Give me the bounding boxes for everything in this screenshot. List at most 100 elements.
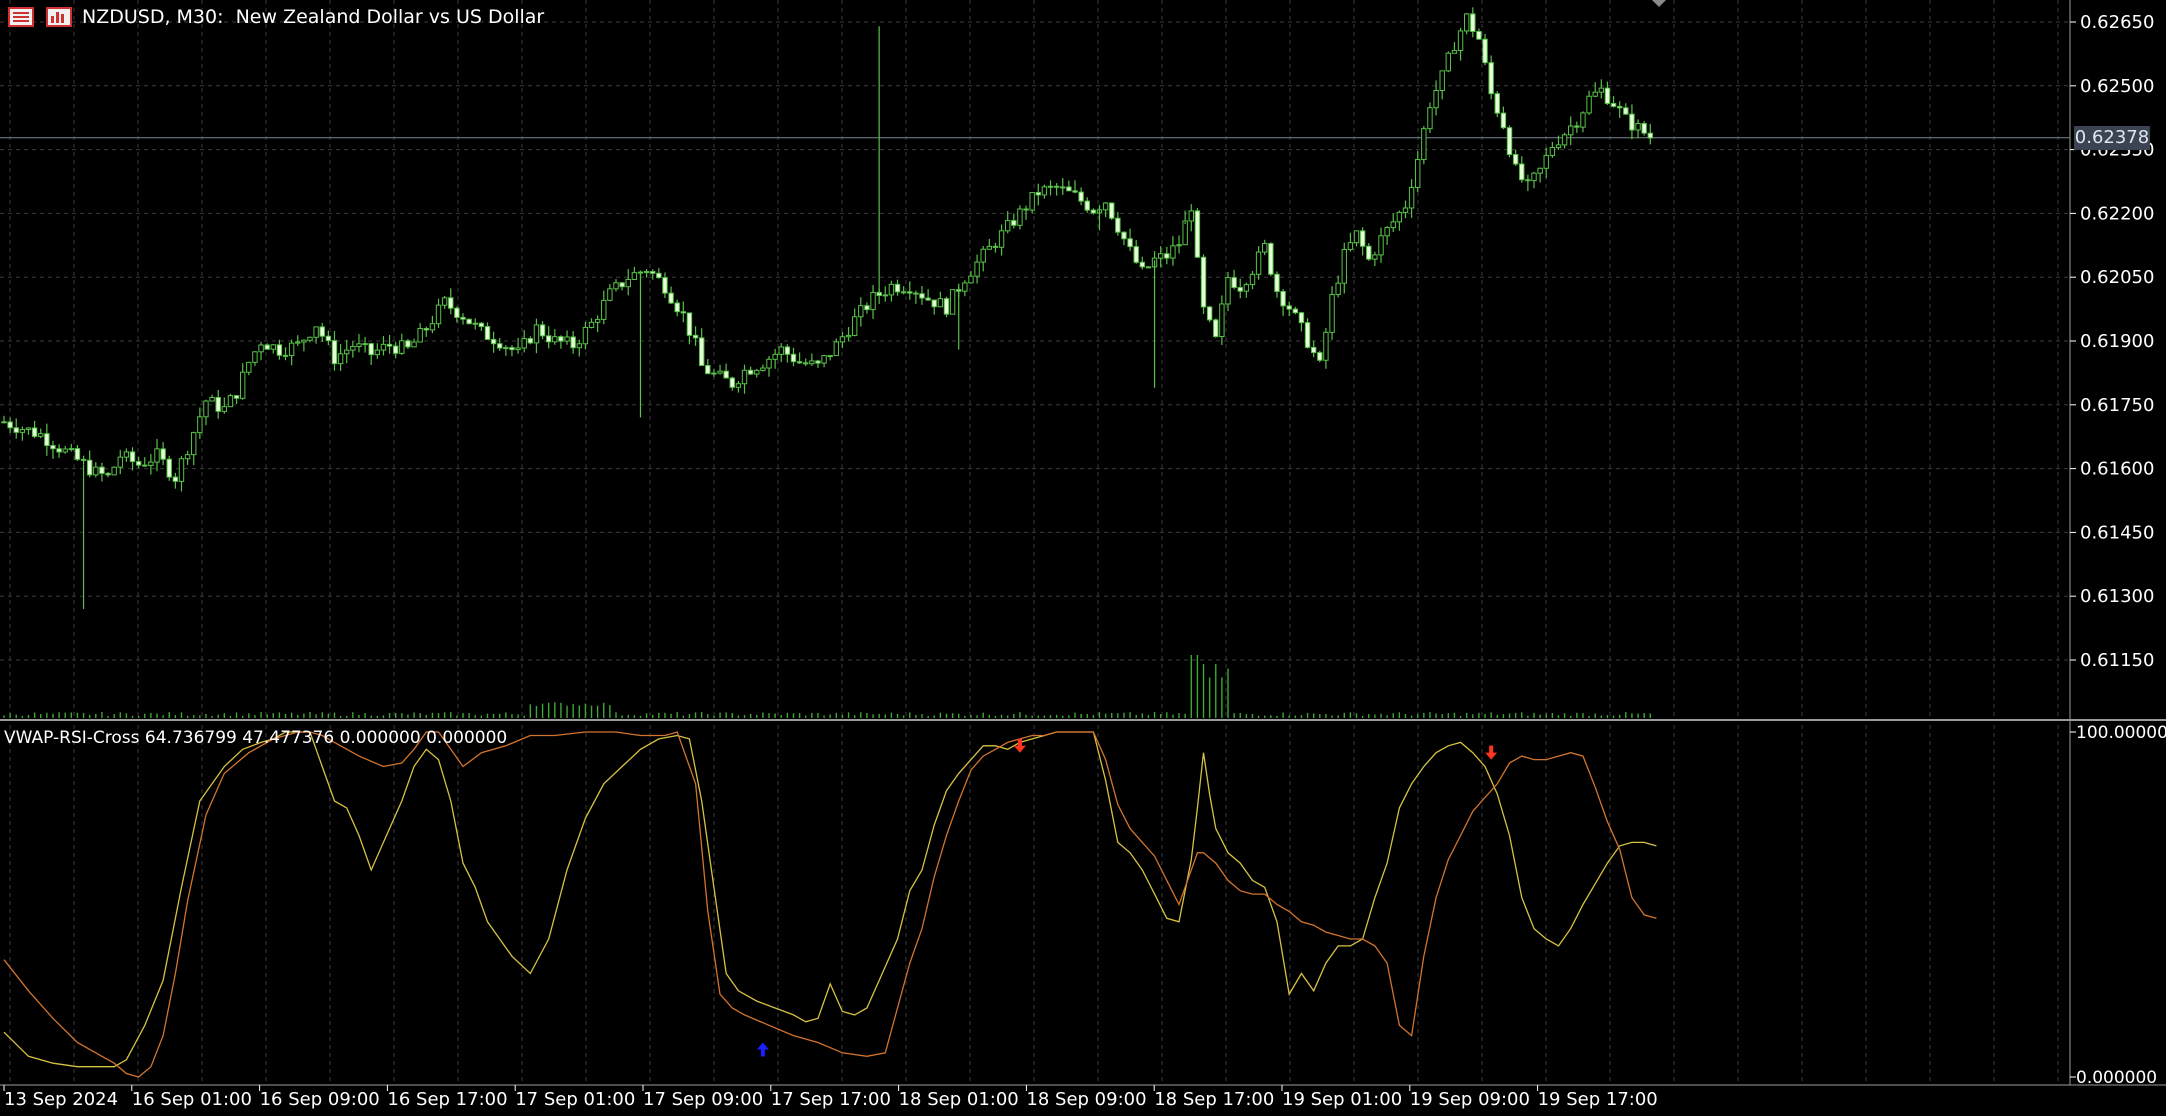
- candle-body: [650, 271, 656, 274]
- candle-body: [74, 448, 81, 460]
- candle-body: [1451, 49, 1458, 54]
- candle-body: [1482, 38, 1488, 64]
- candle-body: [533, 324, 540, 344]
- symbol-menu-icon[interactable]: [8, 7, 34, 27]
- candle-body: [50, 445, 56, 450]
- candle-body: [992, 245, 999, 248]
- candle-body: [790, 353, 797, 363]
- candle-body: [1525, 179, 1531, 182]
- candle-body: [368, 343, 374, 356]
- candle-body: [1047, 185, 1054, 188]
- price-tick-label: 0.61450: [2080, 522, 2154, 543]
- candle-body: [386, 343, 393, 347]
- candle-body: [1463, 13, 1470, 32]
- candle-body: [772, 353, 778, 360]
- candle-body: [778, 346, 784, 355]
- candle-body: [900, 291, 907, 294]
- candle-body: [821, 355, 827, 364]
- candle-body: [1060, 186, 1066, 189]
- candle-body: [490, 338, 497, 345]
- candle-body: [1286, 305, 1292, 310]
- candle-body: [711, 372, 717, 375]
- candle-body: [1029, 192, 1035, 211]
- candle-body: [105, 472, 111, 476]
- candle-body: [1549, 147, 1556, 156]
- candle-body: [1176, 244, 1182, 247]
- candle-body: [1347, 242, 1354, 251]
- candle-body: [1531, 172, 1537, 182]
- candle-body: [1457, 30, 1464, 51]
- time-tick-label: 17 Sep 17:00: [771, 1089, 891, 1110]
- candle-body: [1194, 210, 1201, 258]
- candle-body: [1078, 191, 1084, 202]
- candle-body: [154, 448, 160, 463]
- candle-body: [1231, 277, 1237, 288]
- candle-body: [1421, 128, 1427, 161]
- candle-body: [1641, 123, 1647, 134]
- candle-body: [325, 335, 332, 342]
- candle-body: [894, 283, 901, 293]
- candle-body: [1359, 230, 1366, 247]
- candle-body: [56, 448, 62, 453]
- candle-body: [1494, 93, 1500, 114]
- slow-line: [3, 731, 1657, 1078]
- candle-body: [1004, 220, 1011, 232]
- candle-body: [1225, 277, 1231, 305]
- candle-body: [680, 311, 687, 314]
- time-tick-label: 19 Sep 01:00: [1282, 1089, 1402, 1110]
- chart-title: NZDUSD, M30: New Zealand Dollar vs US Do…: [82, 6, 545, 28]
- timeframe-menu-icon[interactable]: [46, 7, 72, 27]
- candle-body: [760, 367, 766, 371]
- signal-arrow-up: [756, 1042, 769, 1057]
- candle-body: [968, 275, 974, 284]
- candle-body: [723, 370, 729, 379]
- candle-body: [1506, 127, 1513, 156]
- candle-body: [1415, 159, 1421, 188]
- candle-body: [1353, 230, 1360, 244]
- candle-body: [1592, 91, 1598, 97]
- candle-body: [1537, 167, 1543, 174]
- candle-body: [870, 291, 876, 311]
- time-tick-label: 16 Sep 17:00: [387, 1089, 507, 1110]
- candle-body: [362, 343, 368, 346]
- candle-body: [1084, 200, 1090, 211]
- time-tick-label: 19 Sep 09:00: [1410, 1089, 1530, 1110]
- candle-body: [178, 458, 185, 482]
- candle-body: [1476, 31, 1482, 40]
- candle-body: [717, 370, 723, 374]
- candle-body: [558, 336, 564, 342]
- candle-body: [668, 292, 674, 304]
- candle-body: [1109, 202, 1115, 219]
- candle-body: [374, 349, 381, 356]
- candle-body: [1512, 154, 1519, 165]
- candle-body: [472, 322, 478, 325]
- candle-body: [148, 461, 154, 466]
- candle-body: [93, 466, 99, 476]
- candle-body: [864, 305, 870, 311]
- grid: [0, 0, 2070, 1085]
- current-price-label: 0.62378: [2074, 126, 2150, 150]
- candle-body: [980, 248, 986, 263]
- time-tick-label: 18 Sep 01:00: [899, 1089, 1019, 1110]
- candle-body: [974, 261, 980, 277]
- candle-body: [625, 278, 631, 288]
- candle-body: [233, 395, 240, 399]
- candle-body: [815, 360, 821, 364]
- candle-body: [803, 362, 809, 365]
- candle-body: [1102, 202, 1109, 211]
- candle-body: [552, 336, 558, 343]
- candle-body: [203, 400, 209, 418]
- candle-body: [809, 360, 815, 365]
- candle-body: [656, 272, 662, 279]
- candle-body: [1543, 154, 1549, 169]
- candle-body: [796, 361, 803, 364]
- candle-body: [135, 461, 142, 466]
- candle-body: [662, 277, 668, 294]
- price-tick-label: 0.61150: [2080, 650, 2154, 671]
- candle-body: [1598, 87, 1605, 93]
- candle-body: [86, 459, 93, 476]
- price-tick-label: 0.61750: [2080, 395, 2154, 416]
- candle-body: [307, 336, 313, 341]
